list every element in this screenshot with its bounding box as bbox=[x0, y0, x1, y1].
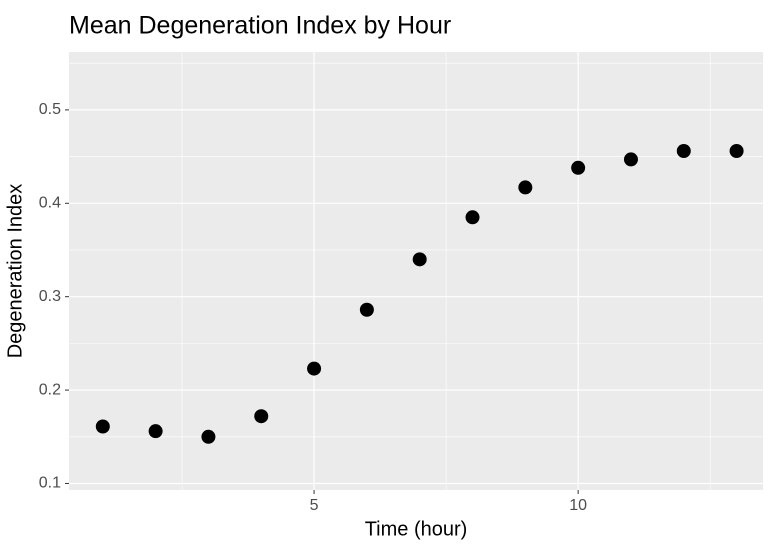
chart-title: Mean Degeneration Index by Hour bbox=[69, 12, 451, 40]
y-tick-label: 0.2 bbox=[39, 381, 61, 398]
point bbox=[729, 143, 744, 158]
x-tick-label: 10 bbox=[569, 497, 587, 514]
y-tick-label: 0.3 bbox=[39, 288, 61, 305]
x-tick-label: 5 bbox=[310, 497, 319, 514]
point bbox=[571, 160, 586, 175]
point bbox=[518, 180, 533, 195]
point bbox=[623, 152, 638, 167]
x-axis-label: Time (hour) bbox=[365, 518, 468, 540]
panel bbox=[69, 52, 763, 490]
point bbox=[465, 210, 480, 225]
point bbox=[254, 409, 269, 424]
point bbox=[201, 429, 216, 444]
point bbox=[359, 302, 374, 317]
y-tick-label: 0.5 bbox=[39, 101, 61, 118]
point bbox=[307, 361, 322, 376]
point bbox=[676, 143, 691, 158]
point bbox=[412, 252, 427, 267]
y-tick-label: 0.1 bbox=[39, 475, 61, 492]
y-axis-label: Degeneration Index bbox=[4, 184, 26, 359]
y-tick-label: 0.4 bbox=[39, 195, 61, 212]
point bbox=[148, 424, 163, 439]
point bbox=[95, 419, 110, 434]
